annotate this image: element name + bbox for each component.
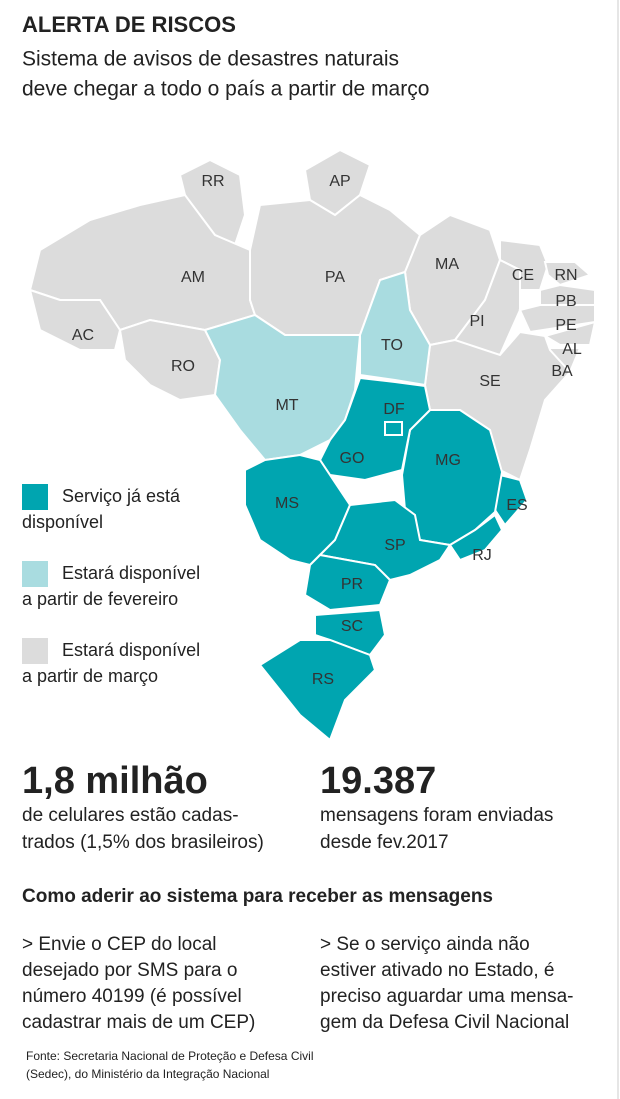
how-to-text: estiver ativado no Estado, é — [320, 960, 554, 981]
state-label: RO — [171, 358, 195, 375]
legend-label: Serviço já está — [62, 486, 181, 506]
how-to-text: cadastrar mais de um CEP) — [22, 1012, 255, 1033]
how-to-text: preciso aguardar uma mensa- — [320, 986, 573, 1007]
source: Fonte: Secretaria Nacional de Proteção e… — [26, 1049, 313, 1063]
legend-swatch — [22, 484, 48, 510]
how-to-heading: Como aderir ao sistema para receber as m… — [22, 886, 493, 907]
state-label: SP — [384, 537, 405, 554]
state-label: AM — [181, 269, 205, 286]
state-label: PB — [555, 293, 576, 310]
legend-swatch — [22, 561, 48, 587]
state-shape — [384, 421, 403, 436]
subtitle: deve chegar a todo o país a partir de ma… — [22, 78, 429, 101]
state-label: PI — [469, 313, 484, 330]
state-label: PA — [325, 269, 345, 286]
state-label: DF — [383, 401, 405, 418]
stat-text: mensagens foram enviadas — [320, 805, 553, 826]
stat-text: trados (1,5% dos brasileiros) — [22, 832, 264, 853]
how-to-text: gem da Defesa Civil Nacional — [320, 1012, 569, 1033]
state-label: MT — [275, 397, 298, 414]
legend-swatch — [22, 638, 48, 664]
state-label: BA — [551, 363, 573, 380]
legend-label: Estará disponível — [62, 640, 200, 660]
state-label: RN — [554, 267, 577, 284]
source: (Sedec), do Ministério da Integração Nac… — [26, 1067, 269, 1081]
legend-label: a partir de março — [22, 666, 158, 686]
state-label: RJ — [472, 547, 492, 564]
state-shape — [448, 513, 504, 562]
state-label: AC — [72, 327, 94, 344]
state-shape — [318, 376, 432, 482]
state-label: MS — [275, 495, 299, 512]
how-to-text: número 40199 (é possível — [22, 986, 242, 1007]
state-label: RR — [201, 173, 224, 190]
state-label: RS — [312, 671, 334, 688]
legend-label: Estará disponível — [62, 563, 200, 583]
state-label: CE — [512, 267, 534, 284]
stat-text: de celulares estão cadas- — [22, 805, 239, 826]
state-shape — [542, 320, 597, 346]
stat-value: 19.387 — [320, 760, 436, 802]
state-label: PE — [555, 317, 576, 334]
state-label: TO — [381, 337, 403, 354]
legend-label: disponível — [22, 512, 103, 532]
state-label: MG — [435, 452, 461, 469]
title: ALERTA DE RISCOS — [22, 12, 236, 37]
stat-value: 1,8 milhão — [22, 760, 208, 802]
state-label: MA — [435, 256, 459, 273]
state-label: GO — [340, 450, 365, 467]
state-shape — [28, 288, 122, 351]
how-to-text: desejado por SMS para o — [22, 960, 237, 981]
state-label: SC — [341, 618, 363, 635]
legend-label: a partir de fevereiro — [22, 589, 178, 609]
state-label: SE — [479, 373, 500, 390]
state-label: PR — [341, 576, 363, 593]
state-label: AP — [329, 173, 350, 190]
how-to-text: > Envie o CEP do local — [22, 934, 217, 955]
state-label: ES — [506, 497, 527, 514]
state-shape — [303, 553, 392, 612]
state-shape — [518, 304, 596, 334]
state-shape — [539, 283, 596, 306]
state-label: AL — [562, 341, 582, 358]
state-shape — [543, 261, 592, 287]
state-shape — [258, 639, 377, 742]
stat-text: desde fev.2017 — [320, 832, 449, 853]
how-to-text: > Se o serviço ainda não — [320, 934, 530, 955]
subtitle: Sistema de avisos de desastres naturais — [22, 48, 399, 71]
